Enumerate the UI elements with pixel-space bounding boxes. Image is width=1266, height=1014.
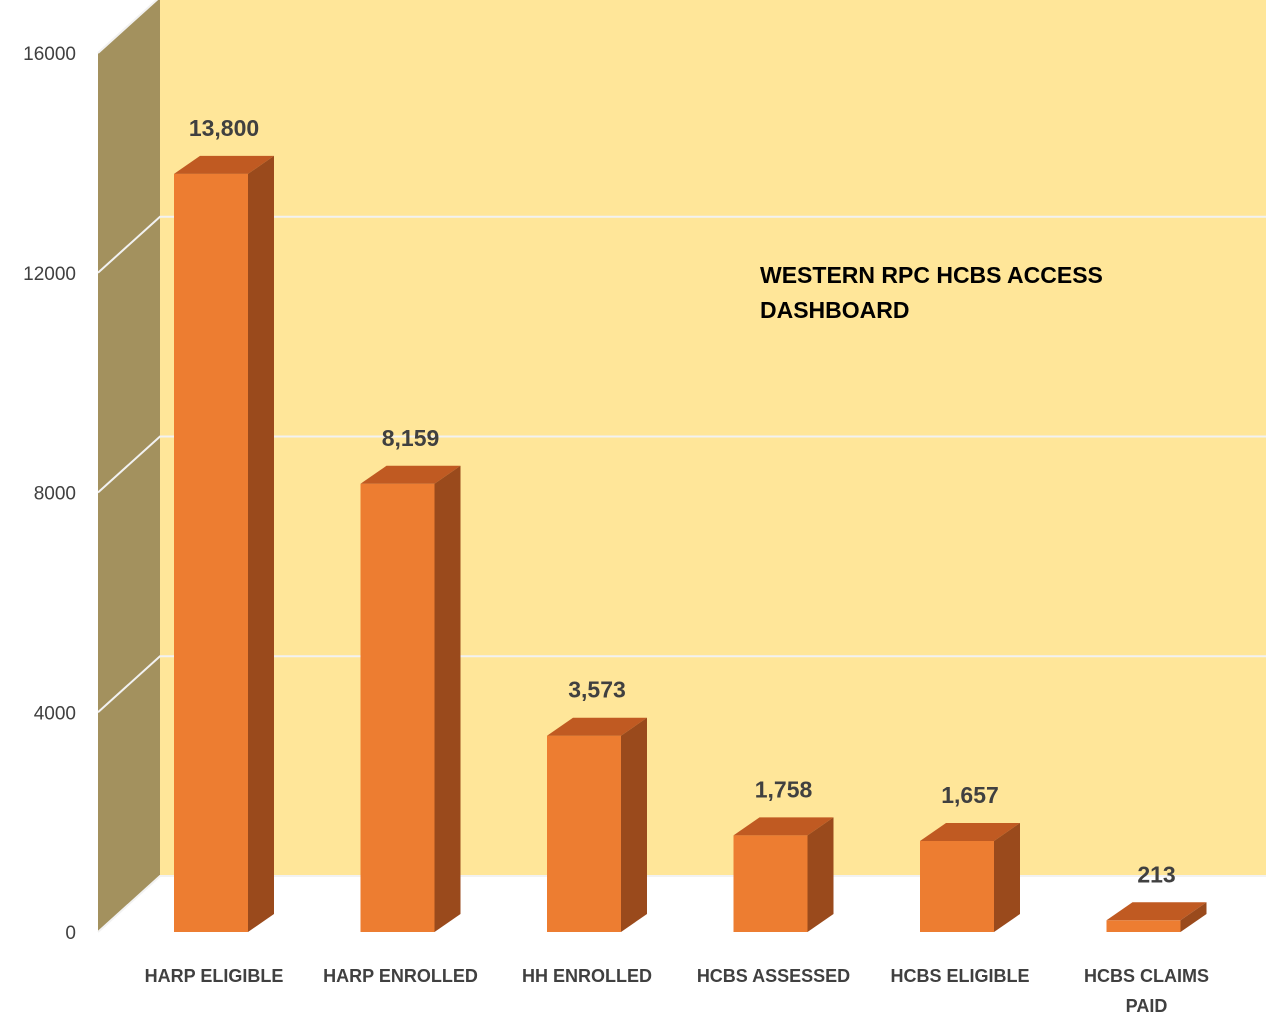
bar-front [547,735,621,932]
x-category-label: HH ENROLLED [522,966,652,986]
chart-title-line: DASHBOARD [760,297,910,323]
chart-title-line: WESTERN RPC HCBS ACCESS [760,262,1103,288]
back-wall [160,0,1266,876]
gridline [97,875,1266,933]
bar-side [434,465,461,932]
data-label: 1,758 [755,776,813,802]
bar-front [1106,920,1181,932]
bar-side [621,717,647,932]
data-labels: 13,800 8,159 3,573 1,758 1,657 213 [189,115,1176,887]
bar-side [807,817,834,932]
bars [174,155,1207,933]
x-category-label: HCBS ELIGIBLE [890,966,1029,986]
bar-top [547,717,647,736]
x-axis: HARP ELIGIBLE HARP ENROLLED HH ENROLLED HCB… [145,966,1209,1014]
gridlines [97,0,1266,933]
bar [360,465,461,932]
bar-top [920,822,1020,841]
gridline [97,0,159,54]
bar-front [733,835,808,932]
y-tick-label: 12000 [23,264,76,285]
data-label: 8,159 [382,425,440,451]
gridline [97,655,1266,713]
x-category-label: HARP ENROLLED [323,966,478,986]
bar-side [248,155,274,933]
bar-front [174,173,248,933]
x-category-label: HARP ELIGIBLE [145,966,284,986]
y-tick-label: 4000 [34,703,76,724]
y-tick-label: 0 [65,923,76,944]
chart-title: WESTERN RPC HCBS ACCESS DASHBOARD [760,262,1103,323]
y-tick-label: 8000 [34,484,76,505]
bar [920,822,1020,932]
bar-front [920,840,994,932]
bar-top [1106,902,1207,921]
data-label: 213 [1137,861,1175,887]
bar-front [360,483,435,932]
x-category-label: HCBS CLAIMS [1084,966,1209,986]
data-label: 3,573 [568,677,626,703]
gridline [97,435,1266,494]
x-category-label: PAID [1126,996,1168,1014]
bar-top [733,817,834,836]
data-label: 13,800 [189,115,259,141]
data-label: 1,657 [941,782,999,808]
bar-side [1180,902,1207,932]
bar-side [994,822,1020,932]
y-tick-label: 16000 [23,44,76,65]
bar-top [174,155,274,174]
bar [1106,902,1207,932]
bar [547,717,647,932]
gridline [97,215,1266,274]
bar [174,155,274,933]
side-wall [98,0,160,932]
y-axis: 0 4000 8000 12000 16000 [23,44,76,944]
bar [733,817,834,932]
x-category-label: HCBS ASSESSED [697,966,850,986]
bar-top [360,465,461,484]
